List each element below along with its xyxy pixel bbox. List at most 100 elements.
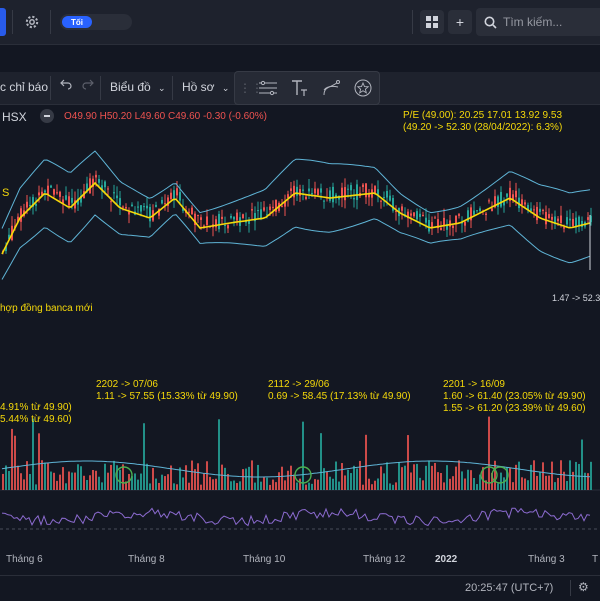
candle-body [428,219,430,232]
volume-bar [422,480,424,490]
volume-bar [461,471,463,490]
grid-icon[interactable] [420,10,444,34]
volume-bar [224,467,226,490]
theme-toggle[interactable]: Tối [60,14,132,30]
volume-bar [440,473,442,490]
candle-body [323,200,325,202]
candle-body [347,188,349,190]
volume-bar [338,481,340,490]
volume-bar [329,476,331,490]
plus-icon[interactable]: + [448,10,472,34]
volume-bar [521,477,523,490]
text-tool-icon[interactable] [289,78,309,103]
volume-bar [107,472,109,490]
volume-bar [449,478,451,490]
volume-bar [218,419,220,490]
chart-type-dropdown[interactable]: Biểu đồ ⌄ [110,80,166,94]
active-tab-indicator[interactable] [0,8,6,36]
undo-icon[interactable] [60,78,72,93]
candle-body [128,211,130,215]
volume-bar [134,473,136,490]
volume-bar [53,472,55,490]
search-box[interactable] [476,8,600,36]
volume-bar [146,463,148,490]
symbol-exchange[interactable]: HSX [2,110,27,124]
candle-body [407,211,409,219]
settings-gear-icon[interactable]: ⚙ [578,580,589,594]
volume-bar [215,478,217,490]
candle-body [173,190,175,201]
volume-bar [533,460,535,490]
volume-bar [59,474,61,490]
volume-bar [188,482,190,490]
volume-bar [515,464,517,490]
candle-body [587,217,589,220]
candle-body [533,209,535,211]
search-icon [484,16,497,29]
signal-1-line1: 2202 -> 07/06 [96,379,158,390]
volume-bar [263,477,265,490]
volume-bar [200,484,202,490]
volume-bar [434,462,436,490]
volume-bar [251,460,253,490]
volume-bar [170,465,172,490]
candle-body [140,205,142,212]
candle-body [176,188,178,196]
volume-bar [419,477,421,490]
candle-body [125,207,127,209]
volume-bar [230,481,232,490]
redo-icon[interactable] [82,78,94,93]
candle-body [467,210,469,222]
candle-body [380,200,382,202]
candle-body [26,201,28,208]
volume-bar [92,470,94,490]
candle-body [335,194,337,197]
lines-tool-icon[interactable] [257,78,279,103]
close-value: C49.60 [168,111,201,122]
volume-bar [152,467,154,490]
candle-body [269,206,271,211]
volume-bar [416,463,418,490]
candle-body [548,214,550,219]
drag-handle-icon[interactable]: ⋮⋮ [239,81,263,95]
plus-label: + [455,14,465,30]
volume-bar [179,467,181,490]
volume-bar [566,481,568,490]
candle-body [206,216,208,226]
volume-bar [113,460,115,490]
candle-body [383,196,385,198]
bollinger-lower [1,214,591,280]
chart-area[interactable]: HSX O49.90 H50.20 L49.60 C49.60 -0.30 (-… [0,105,600,575]
minus-icon[interactable] [40,109,54,123]
volume-bar [137,479,139,490]
volume-bar [551,461,553,490]
volume-bar [182,477,184,490]
x-tick: T [592,554,599,565]
candle-body [440,227,442,231]
price-chart[interactable] [0,105,600,575]
volume-bar [584,472,586,490]
volume-bar [407,435,409,490]
star-tool-icon[interactable] [353,78,373,103]
candle-body [131,204,133,207]
candle-body [242,214,244,219]
candle-body [488,200,490,202]
separator [172,76,173,100]
volume-bar [509,468,511,490]
indicators-button[interactable]: c chỉ báo [0,80,49,94]
path-tool-icon[interactable] [321,78,341,103]
candle-body [158,209,160,216]
candle-body [38,192,40,196]
profile-dropdown[interactable]: Hồ sơ ⌄ [182,80,229,94]
volume-bar [50,471,52,490]
pe-annotation-line2: (49.20 -> 52.30 (28/04/2022): 6.3%) [403,122,563,133]
search-input[interactable] [501,14,597,30]
candle-body [431,222,433,229]
candle-body [200,217,202,220]
volume-bar [194,469,196,490]
volume-bar [443,482,445,490]
volume-bar [410,472,412,490]
candle-body [110,201,112,203]
gear-icon[interactable] [22,12,42,32]
signal-circle [294,466,312,484]
